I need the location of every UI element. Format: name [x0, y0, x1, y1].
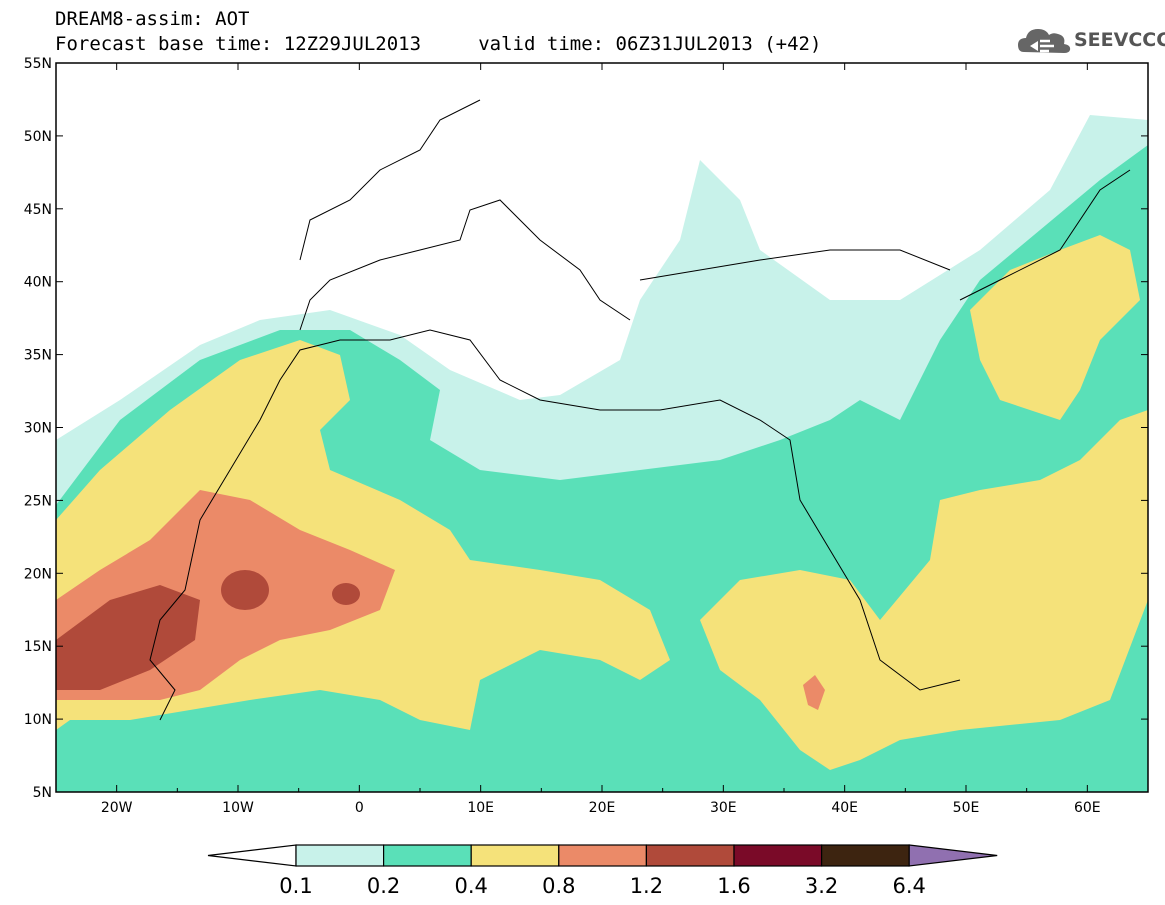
colorbar-box [820, 844, 910, 867]
colorbar-box [383, 844, 472, 867]
colorbar-box [733, 844, 823, 867]
logo-text: SEEVCCC [1074, 29, 1165, 51]
lat-label: 55N [24, 56, 52, 72]
latitude-labels: 5N 10N 15N 20N 25N 30N 35N 40N 45N 50N 55N [24, 56, 52, 801]
colorbar-label: 1.2 [630, 874, 663, 898]
lat-label: 35N [24, 348, 52, 364]
lon-label: 10E [467, 800, 494, 816]
aot-shading [56, 63, 1148, 792]
lat-label: 45N [24, 202, 52, 218]
colorbar-over-arrow [908, 844, 998, 867]
colorbar [207, 844, 998, 867]
aot-band-1.2 [56, 585, 200, 690]
lon-label: 10W [222, 800, 254, 816]
aot-band-0.8-east [803, 675, 825, 710]
colorbar-label: 0.1 [279, 874, 312, 898]
seevccc-logo: SEEVCCC [1016, 24, 1165, 58]
cloud-icon [1018, 29, 1071, 53]
colorbar-box [295, 844, 385, 867]
colorbar-label: 1.6 [717, 874, 750, 898]
colorbar-label: 0.4 [454, 874, 487, 898]
colorbar-label: 3.2 [805, 874, 838, 898]
lat-label: 10N [24, 712, 52, 728]
lon-label: 20E [589, 800, 616, 816]
lat-label: 30N [24, 421, 52, 437]
colorbar-under-arrow [207, 844, 297, 867]
colorbar-box [470, 844, 560, 867]
lat-label: 20N [24, 566, 52, 582]
colorbar-label: 0.2 [367, 874, 400, 898]
colorbar-box [558, 844, 647, 867]
aot-band-0.4-north [970, 235, 1140, 420]
forecast-time-line: Forecast base time: 12Z29JUL2013 valid t… [55, 33, 822, 55]
aot-band-1.2-core-b [332, 583, 360, 605]
axis-ticks [55, 62, 1149, 793]
colorbar-label: 0.8 [542, 874, 575, 898]
lon-label: 40E [831, 800, 858, 816]
lon-label: 30E [710, 800, 737, 816]
longitude-labels: 20W 10W 0 10E 20E 30E 40E 50E 60E [101, 800, 1101, 816]
colorbar-labels: 0.1 0.2 0.4 0.8 1.2 1.6 3.2 6.4 [279, 874, 926, 898]
lon-label: 60E [1074, 800, 1101, 816]
colorbar-box [645, 844, 735, 867]
lon-label: 20W [101, 800, 133, 816]
lat-label: 5N [33, 785, 52, 801]
colorbar-label: 6.4 [892, 874, 925, 898]
chart-title: DREAM8-assim: AOT [55, 8, 250, 30]
lat-label: 15N [24, 639, 52, 655]
lat-label: 50N [24, 129, 52, 145]
lat-label: 25N [24, 493, 52, 509]
coastlines [149, 99, 1131, 721]
lon-label: 50E [953, 800, 980, 816]
lat-label: 40N [24, 275, 52, 291]
aot-band-1.2-core-a [221, 570, 269, 610]
lon-label: 0 [355, 800, 364, 816]
